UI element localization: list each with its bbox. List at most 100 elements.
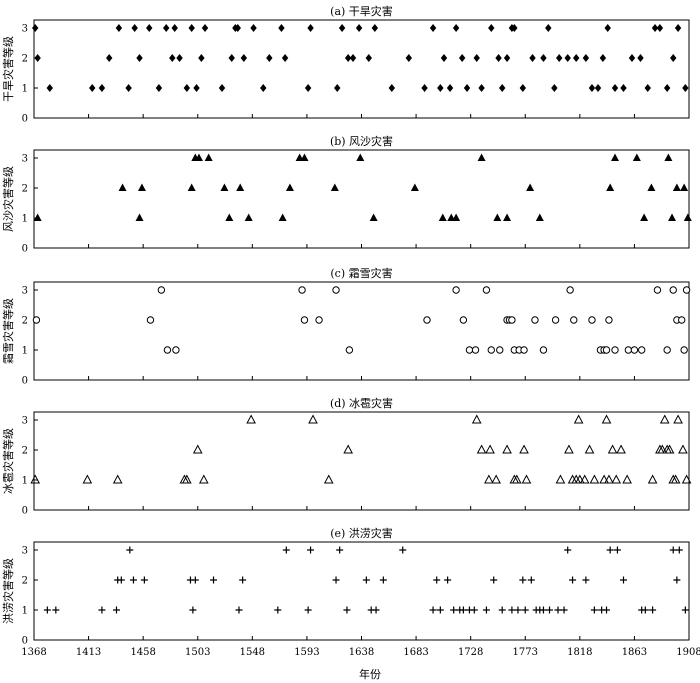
data-point [307, 24, 314, 32]
data-point [605, 316, 613, 324]
data-point [611, 153, 620, 161]
data-point [502, 444, 512, 454]
data-point [603, 606, 611, 614]
data-point [682, 84, 689, 92]
data-point [473, 54, 480, 62]
data-point [470, 606, 478, 614]
data-point [607, 444, 618, 454]
y-tick-label: 2 [22, 316, 28, 327]
y-tick-label: 1 [22, 476, 28, 487]
series-points [33, 153, 692, 221]
data-point [554, 606, 562, 614]
data-point [683, 213, 692, 221]
data-point [135, 213, 144, 221]
y-tick-label: 1 [22, 214, 28, 225]
data-point [647, 474, 658, 484]
data-point [236, 183, 245, 191]
data-point [246, 414, 256, 424]
data-point [604, 474, 614, 484]
data-point [503, 213, 512, 221]
panel-2: (b) 风沙灾害 0 1 2 3 风沙灾害等级 [1, 134, 692, 255]
data-point [613, 546, 621, 554]
data-point [527, 576, 535, 584]
data-point [307, 546, 315, 554]
data-point [371, 24, 379, 32]
data-point [678, 316, 686, 324]
data-point [421, 84, 428, 92]
data-point [551, 84, 558, 92]
data-point [131, 24, 138, 32]
data-point [564, 444, 574, 454]
data-point [136, 54, 143, 62]
data-point [146, 316, 155, 324]
data-point [250, 24, 257, 32]
data-point [535, 213, 544, 221]
data-point [332, 576, 340, 584]
data-point [304, 606, 312, 614]
x-tick-label: 1728 [458, 647, 483, 658]
data-point [622, 474, 632, 484]
data-point [649, 606, 657, 614]
y-axis-label: 干旱灾害等级 [1, 36, 15, 102]
data-point [343, 444, 353, 454]
data-point [356, 153, 365, 161]
data-point [43, 606, 51, 614]
data-point [546, 606, 554, 614]
data-point [628, 54, 636, 62]
data-point [611, 84, 619, 92]
data-point [189, 606, 197, 614]
data-point [556, 54, 563, 62]
data-point [664, 444, 675, 454]
data-point [117, 576, 125, 584]
y-axis-label: 冰雹灾害等级 [1, 428, 15, 494]
data-point [482, 606, 490, 614]
data-point [446, 84, 454, 92]
x-tick-label: 1503 [185, 647, 210, 658]
data-point [682, 286, 691, 294]
series-points [30, 414, 692, 484]
data-point [574, 474, 585, 484]
data-point [129, 576, 137, 584]
data-point [281, 54, 289, 62]
data-point [668, 213, 677, 221]
y-tick-label: 2 [22, 54, 28, 65]
data-point [155, 84, 163, 92]
y-tick-label: 1 [22, 346, 28, 357]
data-point [463, 84, 471, 92]
data-point [663, 346, 671, 354]
data-point [572, 54, 580, 62]
data-point [429, 24, 437, 32]
data-point [438, 213, 447, 221]
y-tick-label: 3 [22, 24, 28, 35]
data-point [579, 474, 590, 484]
y-tick-label: 0 [22, 114, 28, 125]
data-point [323, 474, 334, 484]
data-point [204, 153, 213, 161]
data-point [240, 54, 248, 62]
y-axis-label: 风沙灾害等级 [1, 166, 15, 232]
y-tick-label: 0 [22, 636, 28, 647]
panel-title: (c) 霜雪灾害 [330, 266, 392, 280]
data-point [140, 576, 148, 584]
y-tick-label: 0 [22, 506, 28, 517]
plot-frame [33, 19, 690, 119]
plot-frame [33, 149, 690, 249]
data-point [519, 576, 527, 584]
x-tick-label: 1413 [76, 647, 101, 658]
data-point [673, 576, 681, 584]
data-point [379, 576, 387, 584]
panel-4: (d) 冰雹灾害 0 1 2 3 冰雹灾害等级 [1, 396, 692, 517]
data-point [521, 474, 532, 484]
data-point [282, 546, 290, 554]
data-point [235, 606, 243, 614]
data-point [181, 474, 192, 484]
data-point [193, 84, 200, 92]
data-point [566, 286, 574, 294]
data-point [630, 346, 639, 354]
data-point [126, 546, 134, 554]
data-point [220, 183, 229, 191]
data-point [52, 606, 60, 614]
y-tick-label: 2 [22, 184, 28, 195]
data-point [362, 576, 370, 584]
data-point [315, 316, 323, 324]
